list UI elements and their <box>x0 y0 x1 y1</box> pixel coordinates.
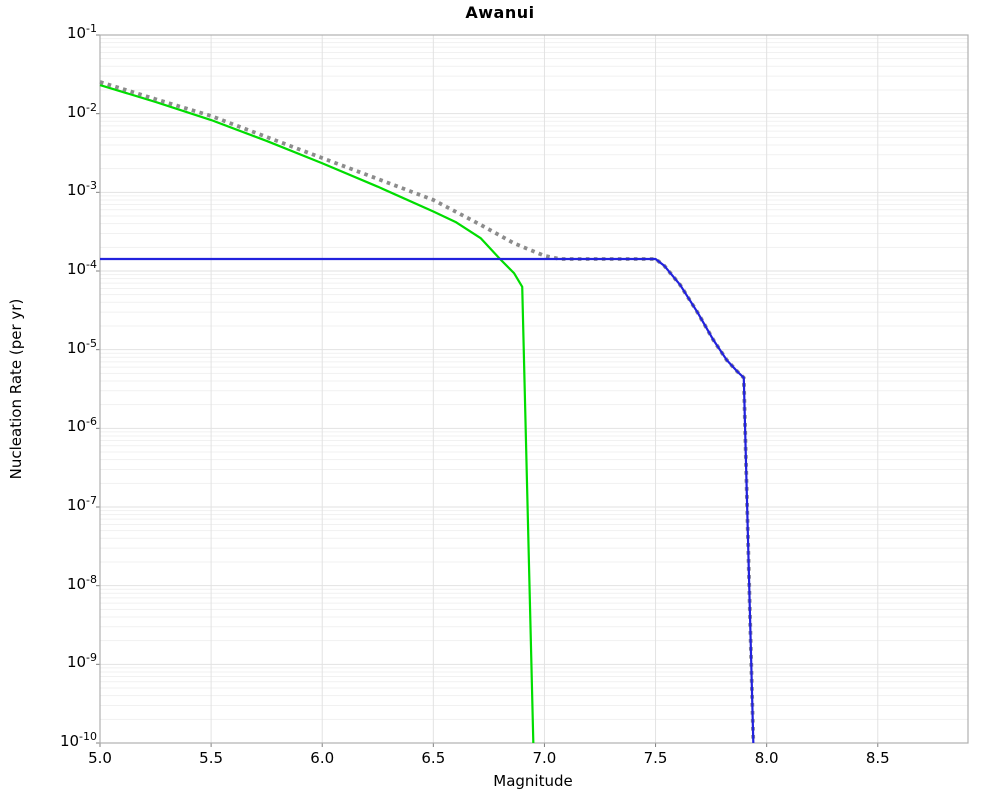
y-tick-label: 10-9 <box>67 651 97 673</box>
y-tick-base: 10 <box>66 653 87 672</box>
y-tick-base: 10 <box>59 732 80 750</box>
y-tick-base: 10 <box>66 417 87 436</box>
y-tick-label: 10-5 <box>67 337 97 359</box>
y-tick-label: 10-1 <box>67 22 97 44</box>
x-axis-label: Magnitude <box>493 772 573 790</box>
x-tick-label: 7.5 <box>643 749 668 767</box>
x-tick-label: 6.0 <box>310 749 335 767</box>
chart-title: Awanui <box>465 3 535 22</box>
x-tick-label: 6.5 <box>421 749 446 767</box>
series-reference-dotted-curve <box>99 80 756 744</box>
y-tick-base: 10 <box>66 338 87 357</box>
y-tick-label: 10-3 <box>67 179 97 201</box>
y-axis-label: Nucleation Rate (per yr) <box>7 298 25 480</box>
y-tick-label: 10-4 <box>67 258 97 280</box>
y-tick-label: 10-7 <box>67 494 97 516</box>
y-tick-exponent: -8 <box>86 572 97 586</box>
y-tick-exponent: -2 <box>86 100 97 114</box>
y-tick-label: 10-6 <box>67 415 97 437</box>
x-tick-label: 5.5 <box>199 749 224 767</box>
x-tick-label: 8.5 <box>865 749 890 767</box>
y-tick-base: 10 <box>66 181 87 200</box>
y-tick-label: 10-8 <box>67 573 97 595</box>
x-tick-label: 8.0 <box>754 749 779 767</box>
y-tick-base: 10 <box>66 260 87 278</box>
y-tick-exponent: -5 <box>86 336 97 350</box>
y-tick-exponent: -6 <box>86 415 97 429</box>
y-tick-base: 10 <box>66 574 87 593</box>
y-tick-exponent: -4 <box>86 258 97 271</box>
y-tick-exponent: -9 <box>86 651 97 665</box>
y-tick-exponent: -1 <box>86 22 97 35</box>
x-tick-label: 5.0 <box>88 749 112 767</box>
y-tick-label: 10-10 <box>60 730 97 752</box>
plot-frame <box>99 34 969 744</box>
y-tick-exponent: -7 <box>86 494 97 507</box>
y-tick-base: 10 <box>66 496 87 514</box>
y-tick-base: 10 <box>66 102 87 121</box>
y-tick-label: 10-2 <box>67 101 97 123</box>
y-tick-exponent: -3 <box>86 179 97 193</box>
y-tick-exponent: -10 <box>79 730 97 743</box>
series-flat-rate-curve <box>100 257 755 744</box>
y-tick-base: 10 <box>66 24 87 42</box>
series-tapered-rate-curve <box>99 84 535 744</box>
x-tick-label: 7.0 <box>532 749 557 767</box>
